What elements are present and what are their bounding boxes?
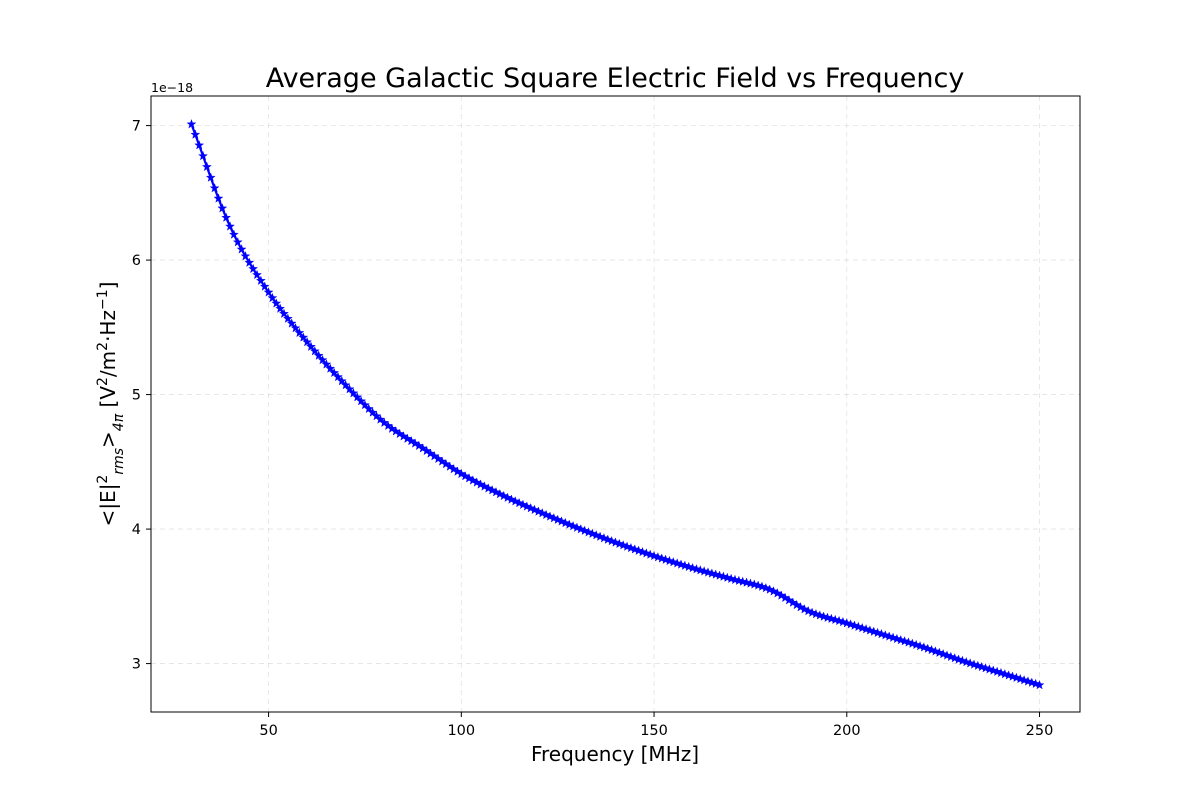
data-point-marker bbox=[321, 359, 332, 369]
data-point-marker bbox=[776, 590, 787, 600]
data-point-marker bbox=[309, 346, 320, 356]
data-point-marker bbox=[313, 350, 324, 360]
data-point-marker bbox=[421, 445, 432, 456]
x-ticks: 50 100 150 200 250 bbox=[259, 712, 1053, 739]
data-point-marker bbox=[240, 251, 251, 261]
data-point-marker bbox=[306, 341, 316, 351]
y-tick-label: 6 bbox=[132, 253, 141, 269]
data-point-marker bbox=[772, 588, 783, 598]
x-tick-label: 150 bbox=[640, 723, 668, 739]
data-point-marker bbox=[433, 453, 444, 464]
y-tick-label: 5 bbox=[132, 388, 141, 404]
data-point-marker bbox=[344, 384, 355, 394]
series-line bbox=[190, 123, 1040, 687]
data-point-marker bbox=[221, 212, 232, 222]
plot-area-frame bbox=[150, 95, 1081, 713]
data-point-marker bbox=[452, 466, 463, 476]
data-point-marker bbox=[298, 332, 309, 342]
data-point-marker bbox=[259, 281, 270, 291]
data-point-marker bbox=[437, 456, 447, 466]
data-point-marker bbox=[787, 597, 798, 607]
y-tick-label: 7 bbox=[132, 119, 141, 135]
y-ticks: 3 4 5 6 7 bbox=[132, 119, 151, 673]
data-point-marker bbox=[255, 275, 266, 285]
y-tick-label: 3 bbox=[132, 657, 141, 673]
data-point-marker bbox=[333, 371, 343, 382]
data-point-marker bbox=[1034, 679, 1045, 690]
data-point-marker bbox=[413, 440, 424, 451]
chart-title: Average Galactic Square Electric Field v… bbox=[266, 63, 965, 94]
series-path bbox=[190, 123, 1040, 687]
data-point-marker bbox=[217, 203, 228, 213]
data-point-marker bbox=[205, 172, 216, 182]
y-tick-label: 4 bbox=[132, 522, 141, 538]
data-point-marker bbox=[302, 336, 313, 347]
data-point-marker bbox=[252, 269, 262, 280]
data-point-marker bbox=[190, 129, 201, 139]
data-point-marker bbox=[186, 119, 197, 129]
y-axis-label: <|E|2rms>4π [V2/m2·Hz−1] bbox=[95, 282, 127, 527]
data-point-marker bbox=[236, 244, 247, 254]
x-tick-label: 50 bbox=[259, 723, 277, 739]
x-tick-label: 250 bbox=[1026, 723, 1054, 739]
data-point-marker bbox=[352, 392, 363, 402]
data-point-marker bbox=[406, 435, 417, 446]
data-point-marker bbox=[780, 592, 791, 603]
grid bbox=[151, 96, 1080, 712]
data-point-marker bbox=[340, 379, 351, 390]
data-point-marker bbox=[282, 313, 293, 323]
data-point-marker bbox=[460, 471, 471, 481]
data-point-marker bbox=[336, 375, 347, 386]
x-tick-label: 100 bbox=[447, 723, 475, 739]
data-point-marker bbox=[325, 363, 336, 373]
data-point-marker bbox=[784, 595, 794, 605]
data-point-marker bbox=[440, 458, 451, 469]
data-point-marker bbox=[356, 396, 367, 406]
x-axis-label: Frequency [MHz] bbox=[531, 742, 699, 766]
data-point-marker bbox=[290, 323, 301, 333]
data-point-marker bbox=[367, 407, 378, 417]
data-point-marker bbox=[394, 428, 405, 439]
data-point-marker bbox=[429, 451, 440, 461]
data-point-marker bbox=[329, 367, 340, 378]
data-point-marker bbox=[294, 327, 305, 338]
data-point-marker bbox=[402, 433, 413, 443]
data-point-marker bbox=[791, 599, 802, 610]
data-point-marker bbox=[317, 354, 328, 365]
data-point-marker bbox=[456, 468, 467, 479]
data-point-marker bbox=[209, 183, 220, 193]
data-point-marker bbox=[213, 193, 224, 203]
data-point-marker bbox=[267, 292, 278, 303]
data-point-marker bbox=[286, 318, 297, 328]
data-markers bbox=[186, 119, 1045, 690]
data-point-marker bbox=[398, 431, 409, 441]
data-point-marker bbox=[225, 221, 235, 231]
data-point-marker bbox=[263, 287, 274, 297]
data-point-marker bbox=[363, 403, 374, 414]
data-point-marker bbox=[275, 303, 286, 313]
data-point-marker bbox=[425, 448, 436, 458]
data-point-marker bbox=[444, 461, 455, 471]
data-point-marker bbox=[248, 263, 259, 274]
x-tick-label: 200 bbox=[833, 723, 861, 739]
data-point-marker bbox=[448, 463, 459, 474]
data-point-marker bbox=[417, 443, 428, 453]
data-point-marker bbox=[228, 229, 239, 239]
data-point-marker bbox=[244, 257, 255, 267]
data-point-marker bbox=[360, 399, 370, 410]
data-point-marker bbox=[271, 298, 282, 308]
data-point-marker bbox=[201, 161, 212, 172]
data-point-marker bbox=[410, 438, 420, 448]
data-point-marker bbox=[390, 426, 401, 436]
data-point-marker bbox=[279, 308, 289, 318]
data-point-marker bbox=[348, 388, 359, 398]
data-point-marker bbox=[198, 150, 208, 161]
data-point-marker bbox=[194, 140, 205, 150]
y-offset-label: 1e−18 bbox=[151, 80, 193, 95]
data-point-marker bbox=[232, 237, 243, 247]
